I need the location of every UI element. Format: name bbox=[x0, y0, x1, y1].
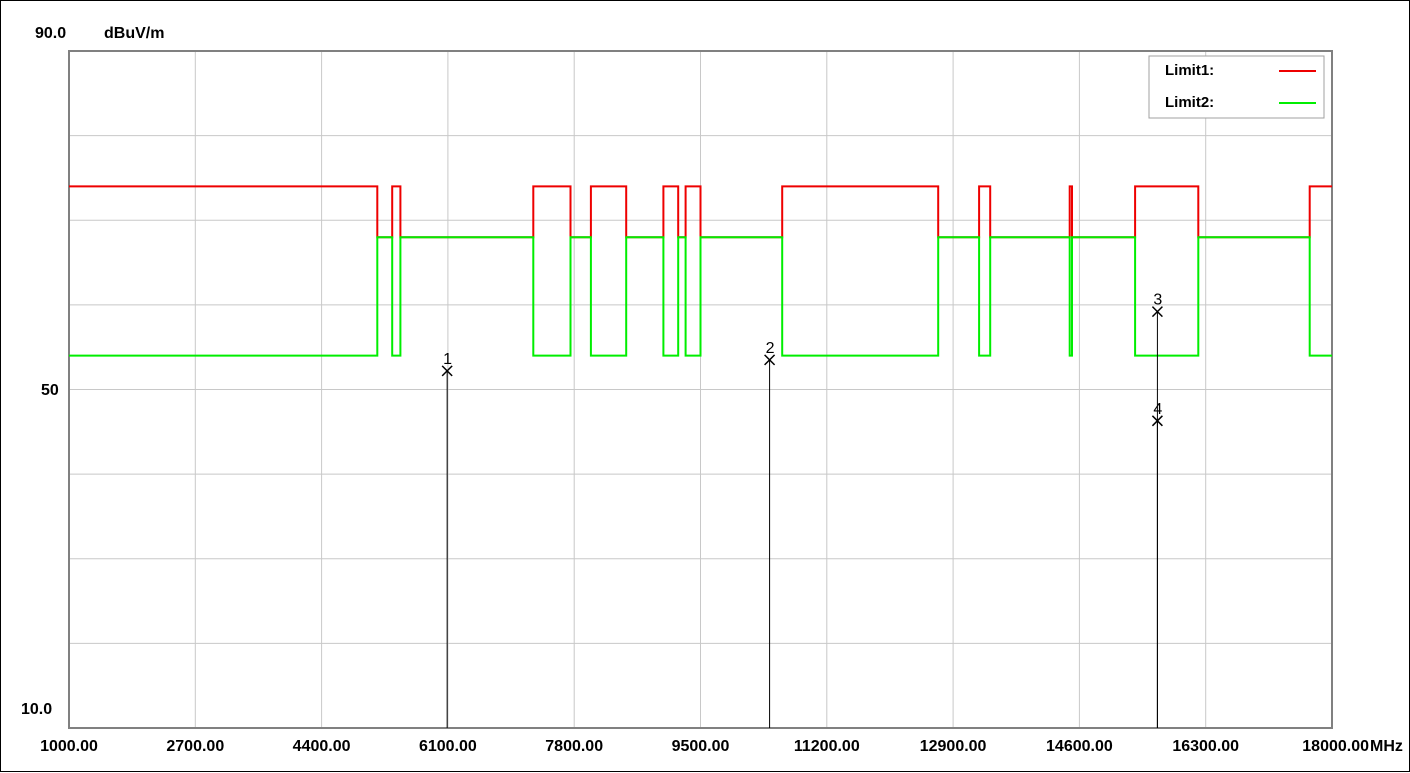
legend: Limit1: Limit2: bbox=[1148, 55, 1325, 119]
series-layer bbox=[69, 185, 1332, 357]
x-tick-label: 18000.00 bbox=[1302, 738, 1369, 755]
x-tick-label: 9500.00 bbox=[672, 738, 730, 755]
legend-label-limit1: Limit1: bbox=[1165, 62, 1214, 79]
x-tick-labels: 1000.00 2700.00 4400.00 6100.00 7800.00 9500.… bbox=[40, 738, 1369, 755]
y-top-label: 90.0 bbox=[35, 25, 66, 42]
marker-label: 1 bbox=[443, 351, 452, 368]
marker-cross bbox=[1151, 415, 1163, 427]
marker-layer: 1 2 3 4 bbox=[441, 292, 1163, 728]
grid-lines bbox=[69, 51, 1332, 728]
marker-cross bbox=[441, 365, 453, 377]
marker-label: 4 bbox=[1153, 401, 1162, 418]
marker-cross bbox=[764, 354, 776, 366]
y-mid-label: 50 bbox=[41, 382, 59, 399]
x-tick-label: 6100.00 bbox=[419, 738, 477, 755]
x-tick-label: 11200.00 bbox=[794, 738, 860, 755]
series-line-limit2 bbox=[69, 236, 1332, 357]
x-tick-label: 1000.00 bbox=[40, 738, 98, 755]
x-tick-label: 2700.00 bbox=[166, 738, 224, 755]
x-tick-label: 12900.00 bbox=[920, 738, 987, 755]
x-tick-label: 7800.00 bbox=[545, 738, 603, 755]
marker-label: 2 bbox=[766, 340, 775, 357]
legend-box bbox=[1148, 55, 1325, 119]
marker-cross bbox=[1151, 306, 1163, 318]
x-unit-label: MHz bbox=[1370, 738, 1403, 755]
plot-frame bbox=[68, 50, 1333, 729]
marker-label: 3 bbox=[1153, 292, 1162, 309]
y-bottom-label: 10.0 bbox=[21, 701, 52, 718]
legend-label-limit2: Limit2: bbox=[1165, 94, 1214, 111]
series-line-limit1 bbox=[69, 185, 1332, 239]
x-tick-label: 4400.00 bbox=[293, 738, 351, 755]
x-tick-label: 14600.00 bbox=[1046, 738, 1113, 755]
y-unit-label: dBuV/m bbox=[104, 25, 164, 42]
x-tick-label: 16300.00 bbox=[1172, 738, 1239, 755]
